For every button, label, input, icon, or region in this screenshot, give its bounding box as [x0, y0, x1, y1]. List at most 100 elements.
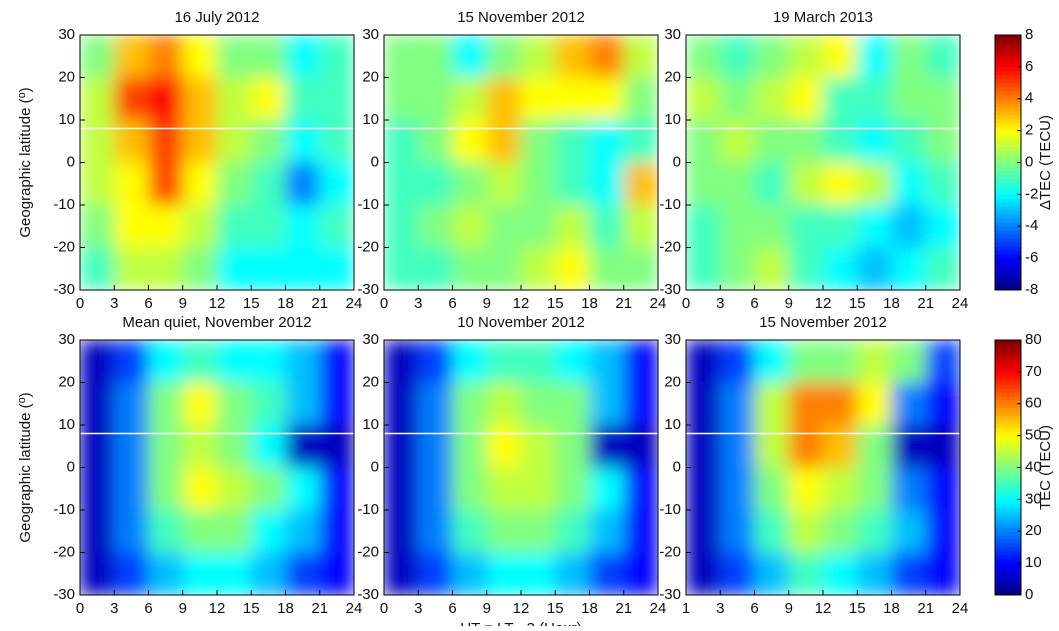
colorbar-swatch	[995, 126, 1021, 132]
heat-cell	[623, 162, 659, 206]
heat-cell	[623, 467, 659, 511]
colorbar-swatch	[995, 118, 1021, 124]
x-tick-label: 3	[716, 295, 724, 312]
heat-cell	[857, 162, 892, 206]
heat-cell	[251, 467, 286, 511]
heat-cell	[925, 247, 961, 291]
heat-cell	[623, 77, 659, 121]
colorbar-swatch	[995, 262, 1021, 267]
heat-cell	[623, 247, 659, 291]
heat-cell	[589, 467, 625, 511]
colorbar-swatch	[995, 375, 1021, 381]
x-tick-label: 0	[682, 295, 690, 312]
heat-cell	[486, 510, 522, 553]
colorbar-swatch	[995, 54, 1021, 60]
x-tick-label: 9	[483, 295, 491, 312]
heat-cell	[555, 35, 590, 78]
y-tick-label: -10	[357, 501, 379, 518]
y-tick-label: -10	[53, 196, 75, 213]
heat-cell	[521, 467, 556, 511]
heat-cell	[114, 340, 149, 383]
heat-cell	[555, 382, 590, 426]
heat-cell	[720, 35, 755, 78]
colorbar-swatch	[995, 266, 1021, 271]
heat-cell	[754, 510, 790, 553]
heat-cell	[182, 247, 218, 291]
x-tick-label: 18	[277, 600, 294, 617]
heat-cell	[555, 510, 590, 553]
heat-cell	[555, 247, 590, 291]
x-tick-label: 6	[144, 295, 152, 312]
colorbar-tick-label: 20	[1025, 522, 1042, 539]
heat-cell	[384, 77, 419, 121]
heat-cell	[182, 205, 218, 248]
colorbar-tick-label: 70	[1025, 363, 1042, 380]
heat-cell	[148, 35, 184, 78]
heat-cell	[251, 510, 286, 553]
heat-cell	[217, 425, 252, 468]
heat-cell	[788, 205, 824, 248]
heat-cell	[521, 77, 556, 121]
x-tick-label: 12	[209, 295, 226, 312]
x-tick-label: 15	[243, 295, 260, 312]
x-tick-label: 21	[311, 600, 328, 617]
heat-cell	[384, 247, 419, 291]
heat-cell	[80, 552, 115, 596]
heat-cell	[486, 382, 522, 426]
heat-cell	[319, 77, 355, 121]
colorbar-swatch	[995, 451, 1021, 457]
heat-cell	[555, 120, 590, 163]
heat-cell	[686, 425, 721, 468]
colorbar-swatch	[995, 383, 1021, 389]
y-tick-label: -20	[53, 238, 75, 255]
heat-cell	[686, 120, 721, 163]
heat-cell	[857, 340, 892, 383]
x-tick-label: 12	[815, 600, 832, 617]
heat-cell	[823, 382, 858, 426]
colorbar-swatch	[995, 250, 1021, 255]
colorbar-swatch	[995, 395, 1021, 401]
colorbar-swatch	[995, 150, 1021, 156]
colorbar-tick-label: 10	[1025, 554, 1042, 571]
heat-cell	[285, 467, 321, 511]
heat-cell	[754, 247, 790, 291]
heat-cell	[114, 120, 149, 163]
colorbar-swatch	[995, 407, 1021, 413]
x-tick-label: 18	[581, 600, 598, 617]
heat-cell	[788, 467, 824, 511]
y-tick-label: 30	[58, 331, 75, 348]
heat-cell	[319, 552, 355, 596]
heat-cell	[452, 552, 488, 596]
heat-cell	[251, 247, 286, 291]
x-tick-label: 9	[785, 600, 793, 617]
heat-cell	[319, 382, 355, 426]
heat-cell	[686, 77, 721, 121]
heat-cell	[891, 510, 927, 553]
heat-cell	[521, 247, 556, 291]
heat-cell	[521, 425, 556, 468]
heat-cell	[925, 552, 961, 596]
panel-title: Mean quiet, November 2012	[122, 314, 311, 331]
colorbar-swatch	[995, 282, 1021, 287]
colorbar-swatch	[995, 475, 1021, 480]
heat-cell	[891, 247, 927, 291]
heat-cell	[452, 510, 488, 553]
heat-cell	[418, 77, 453, 121]
heat-cell	[384, 205, 419, 248]
colorbar-swatch	[995, 471, 1021, 476]
heat-cell	[80, 162, 115, 206]
y-tick-label: -30	[357, 586, 379, 603]
y-tick-label: 30	[664, 331, 681, 348]
heat-cell	[217, 552, 252, 596]
colorbar-swatch	[995, 391, 1021, 397]
colorbar-swatch	[995, 162, 1021, 167]
colorbar-swatch	[995, 62, 1021, 68]
heat-cell	[418, 205, 453, 248]
colorbar-tick-label: 60	[1025, 395, 1042, 412]
heat-cell	[720, 425, 755, 468]
heat-cell	[114, 35, 149, 78]
colorbar-swatch	[995, 170, 1021, 175]
colorbar-swatch	[995, 86, 1021, 92]
y-axis-label: Geographic latitude (⁰)	[17, 87, 34, 237]
